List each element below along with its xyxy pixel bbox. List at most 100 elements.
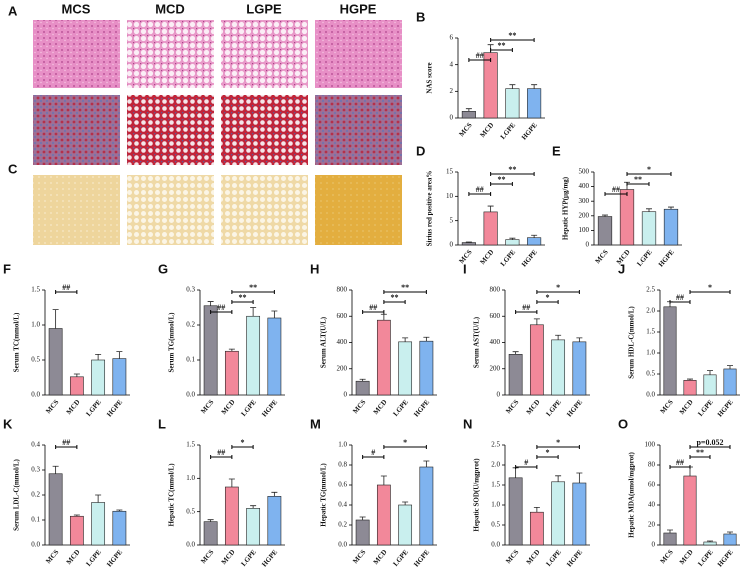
bar — [246, 315, 261, 396]
panel-letter: B — [416, 9, 425, 24]
panel-letter: A — [8, 3, 18, 18]
error-bar — [487, 205, 494, 212]
error-bar — [380, 313, 387, 321]
significance-label: ** — [239, 293, 247, 302]
x-tick-label: HGPE — [716, 548, 735, 569]
x-tick-label: LGPE — [635, 248, 654, 268]
x-tick-label: LGPE — [696, 398, 715, 418]
micrograph — [33, 20, 120, 88]
y-axis-label: Serum AST(U/L) — [473, 316, 481, 368]
y-tick-label: 4 — [450, 60, 454, 68]
y-tick-label: 0 — [450, 114, 454, 122]
significance-bracket — [689, 290, 731, 294]
x-tick-label: MCD — [678, 548, 695, 566]
y-tick-label: 0.4 — [31, 441, 40, 449]
bar — [224, 486, 239, 546]
x-tick-label: MCS — [504, 548, 520, 565]
error-bar — [646, 208, 652, 212]
significance-label: ** — [508, 165, 516, 174]
significance-label: * — [647, 165, 651, 174]
x-tick-label: MCD — [65, 398, 82, 416]
significance-bracket — [383, 300, 406, 304]
panel-letter: H — [310, 261, 319, 276]
error-bar — [509, 237, 516, 240]
significance-bracket — [626, 182, 650, 186]
y-tick-label: 0.2 — [338, 521, 347, 529]
x-tick-label: MCD — [479, 248, 496, 266]
x-tick-label: LGPE — [545, 548, 564, 568]
significance-label: * — [546, 448, 550, 457]
y-axis-label: Hepatic HYP(μg/mg) — [562, 176, 570, 240]
x-tick-label: HGPE — [520, 248, 539, 269]
bar — [69, 376, 84, 396]
bar — [572, 482, 587, 546]
error-bar — [95, 354, 102, 360]
error-bar — [727, 531, 733, 534]
y-axis-label: NAS score — [426, 62, 434, 93]
bar — [551, 339, 566, 396]
significance-label: ## — [522, 303, 530, 312]
y-tick-label: 1.5 — [491, 481, 500, 489]
y-tick-label: 200 — [490, 364, 501, 372]
bar — [91, 359, 106, 396]
significance-bracket — [689, 445, 731, 449]
error-bar — [576, 337, 583, 342]
y-tick-label: 1.5 — [186, 441, 195, 449]
significance-bracket — [536, 445, 580, 449]
y-tick-label: 0.2 — [31, 491, 40, 499]
bar — [663, 532, 677, 546]
significance-bracket — [515, 465, 538, 469]
y-tick-label: 2.0 — [646, 307, 655, 315]
bar — [529, 324, 544, 396]
micrograph — [33, 95, 120, 165]
significance-bracket — [669, 465, 691, 469]
y-tick-label: 5 — [450, 216, 454, 224]
y-tick-label: 40 — [648, 501, 656, 509]
error-bar — [533, 318, 540, 325]
bar — [683, 379, 697, 396]
error-bar — [707, 370, 713, 375]
bar — [723, 533, 737, 546]
bar — [461, 111, 476, 119]
y-tick-label: 0 — [344, 391, 348, 399]
x-tick-label: MCD — [220, 398, 237, 416]
x-tick-label: HGPE — [412, 548, 431, 569]
error-bar — [250, 505, 257, 509]
bar — [419, 466, 434, 546]
y-tick-label: 0.8 — [338, 461, 347, 469]
bar — [483, 211, 498, 246]
micrograph — [315, 20, 402, 88]
y-tick-label: 1.5 — [31, 286, 40, 294]
error-bar — [531, 84, 538, 89]
significance-label: # — [371, 448, 375, 457]
y-tick-label: 400 — [337, 338, 348, 346]
micrograph — [315, 175, 402, 245]
y-tick-label: 60 — [648, 481, 656, 489]
y-tick-label: 1.0 — [338, 441, 347, 449]
x-tick-label: MCS — [659, 548, 675, 565]
bar — [203, 521, 218, 546]
bar — [398, 504, 413, 546]
y-tick-label: 400 — [490, 338, 501, 346]
y-tick-label: 0 — [586, 241, 590, 249]
micrograph — [127, 175, 214, 245]
significance-bracket — [536, 290, 580, 294]
y-tick-label: 200 — [579, 211, 590, 219]
significance-label: ** — [498, 41, 506, 50]
x-tick-label: LGPE — [240, 398, 259, 418]
y-tick-label: 0.5 — [186, 507, 195, 515]
significance-label: # — [524, 458, 528, 467]
significance-label: * — [556, 438, 560, 447]
y-tick-label: 0.5 — [31, 356, 40, 364]
bar — [461, 242, 476, 246]
bar — [48, 328, 63, 396]
significance-bracket — [626, 172, 672, 176]
error-bar — [116, 509, 123, 512]
significance-label: ** — [249, 283, 257, 292]
x-tick-label: MCD — [525, 548, 542, 566]
significance-bracket — [490, 182, 513, 186]
bar — [619, 189, 635, 246]
significance-bracket — [669, 300, 691, 304]
y-tick-label: 200 — [337, 364, 348, 372]
